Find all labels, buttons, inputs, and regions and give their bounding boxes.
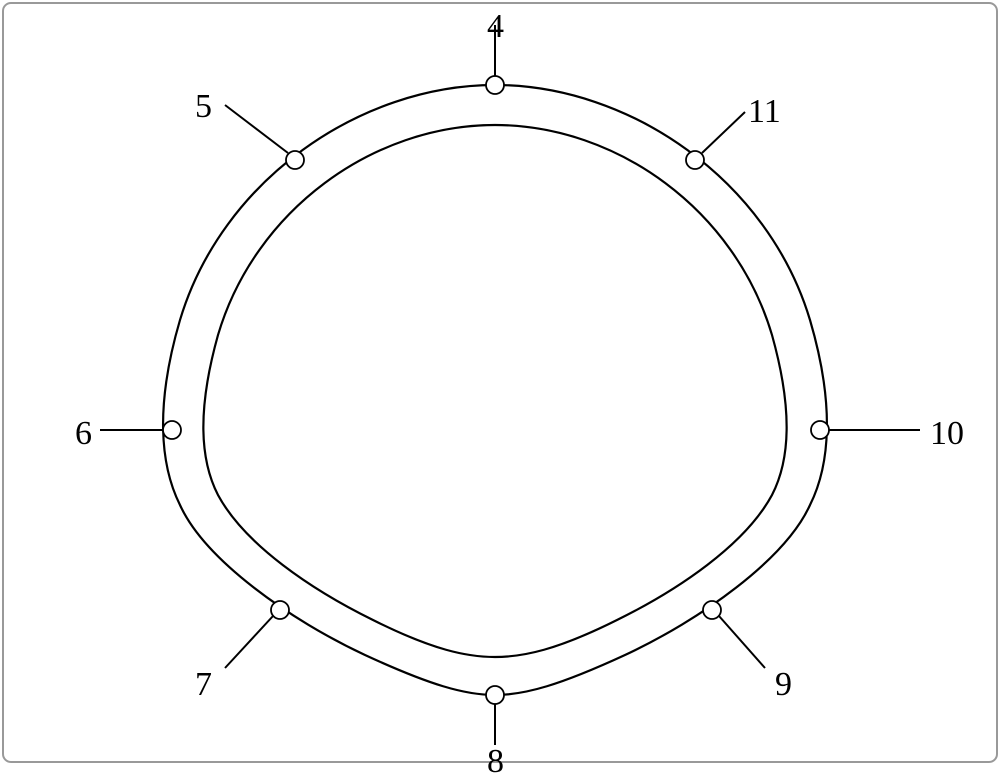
marker-5 <box>286 151 304 169</box>
label-8: 8 <box>487 745 504 779</box>
frame-border <box>3 3 997 762</box>
tunnel-outer-outline <box>163 85 827 695</box>
diagram-stage: 4567891011 <box>0 0 1000 765</box>
tunnel-inner-outline <box>203 125 786 657</box>
label-4: 4 <box>487 10 504 44</box>
label-5: 5 <box>195 90 212 124</box>
leader-line-5 <box>225 105 288 153</box>
leader-line-7 <box>225 616 273 668</box>
label-9: 9 <box>775 668 792 702</box>
leader-line-9 <box>719 616 765 668</box>
marker-4 <box>486 76 504 94</box>
leader-line-11 <box>702 112 745 153</box>
marker-6 <box>163 421 181 439</box>
marker-7 <box>271 601 289 619</box>
label-7: 7 <box>195 668 212 702</box>
diagram-svg <box>0 0 1000 765</box>
label-10: 10 <box>930 417 964 451</box>
marker-11 <box>686 151 704 169</box>
label-11: 11 <box>748 95 781 129</box>
marker-10 <box>811 421 829 439</box>
marker-8 <box>486 686 504 704</box>
marker-9 <box>703 601 721 619</box>
label-6: 6 <box>75 417 92 451</box>
